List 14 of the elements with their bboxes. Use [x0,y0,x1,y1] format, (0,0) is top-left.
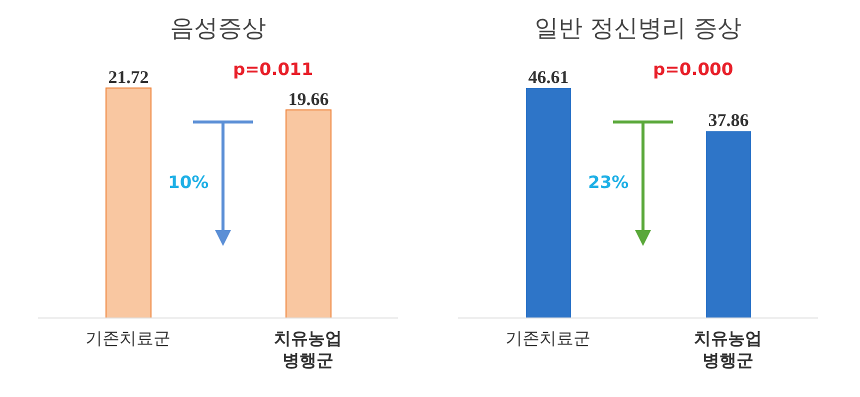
x-tick-label: 기존치료군 [86,329,170,349]
x-tick-label: 기존치료군 [506,329,590,349]
data-label: 37.86 [708,110,749,130]
data-label: 21.72 [108,67,149,87]
text: p=0.011 [233,60,314,80]
x-tick-label: 치유농업 병행군 [274,329,342,371]
data-label: 19.66 [288,88,329,109]
annotation: 23% [588,173,629,193]
text: p=0.000 [653,60,734,80]
chart-title: 일반 정신병리 증상 [533,13,743,44]
annotation: 10% [168,173,209,193]
data-label: 46.61 [528,67,569,87]
chart-title: 음성증상 [169,13,267,44]
x-tick-label: 치유농업 병행군 [694,329,762,371]
